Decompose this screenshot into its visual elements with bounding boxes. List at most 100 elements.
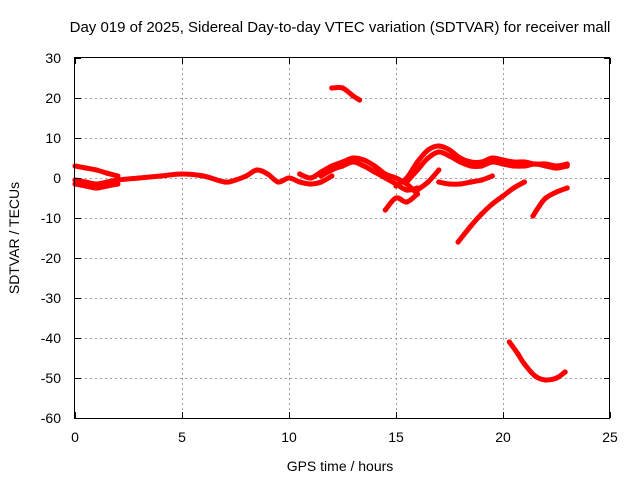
data-point <box>339 163 346 169</box>
data-point <box>543 195 549 201</box>
y-tick-label: 10 <box>45 130 61 146</box>
data-point <box>468 163 474 169</box>
data-point <box>372 163 378 169</box>
data-point <box>564 163 570 169</box>
data-point <box>414 187 420 193</box>
data-point <box>286 175 292 181</box>
data-point <box>318 179 324 185</box>
data-point <box>339 85 346 91</box>
data-point <box>511 163 517 169</box>
data-point <box>515 351 521 357</box>
data-point <box>350 155 356 161</box>
y-tick-label: -40 <box>41 330 61 346</box>
series-track-h <box>404 149 570 185</box>
data-point <box>350 159 356 165</box>
data-point <box>562 369 568 375</box>
data-point <box>104 170 110 176</box>
data-point <box>307 181 313 187</box>
data-point <box>489 201 495 207</box>
data-point <box>446 181 453 187</box>
x-tick-label: 25 <box>602 429 618 445</box>
x-tick-label: 20 <box>495 429 511 445</box>
data-point <box>468 179 474 185</box>
data-point <box>521 163 528 169</box>
series-track-l <box>455 179 527 245</box>
data-point <box>414 191 420 197</box>
y-tick-label: 0 <box>53 170 61 186</box>
series-track-m <box>530 185 570 219</box>
data-point <box>457 181 463 187</box>
data-point <box>479 163 485 169</box>
data-point <box>200 173 206 179</box>
data-point <box>93 167 99 173</box>
data-point <box>436 167 442 173</box>
data-point <box>329 173 335 179</box>
y-tick-label: 20 <box>45 90 61 106</box>
data-point <box>318 173 324 179</box>
data-point <box>265 171 271 177</box>
data-point <box>500 193 506 199</box>
grid <box>75 58 610 418</box>
plot-frame <box>74 57 610 419</box>
data-point <box>158 173 164 179</box>
x-tick-label: 5 <box>178 429 186 445</box>
x-tick-label: 15 <box>388 429 404 445</box>
y-tick-label: 30 <box>45 50 61 66</box>
data-point <box>489 155 495 161</box>
data-point <box>455 239 461 245</box>
data-point <box>446 153 453 159</box>
data-point <box>254 167 260 173</box>
x-tick-label: 10 <box>281 429 297 445</box>
data-point <box>179 171 185 177</box>
data-point <box>543 163 549 169</box>
data-point <box>297 171 303 177</box>
data-point <box>489 159 495 165</box>
x-tick-label: 0 <box>71 429 79 445</box>
data-point <box>532 373 538 379</box>
data-point <box>350 93 356 99</box>
data-point <box>511 159 517 165</box>
data-point <box>500 161 506 167</box>
data-point <box>372 169 378 175</box>
data-point <box>489 173 495 179</box>
data-point <box>307 175 313 181</box>
x-axis-label: GPS time / hours <box>287 458 394 474</box>
data-point <box>511 185 517 191</box>
data-point <box>425 179 431 185</box>
data-point <box>446 147 453 153</box>
y-tick-label: -20 <box>41 250 61 266</box>
data-point <box>115 173 121 179</box>
series-track-k <box>329 84 363 103</box>
data-point <box>404 187 410 193</box>
data-point <box>404 179 410 185</box>
data-point <box>115 181 121 187</box>
data-point <box>136 175 142 181</box>
data-point <box>506 339 512 345</box>
data-series <box>72 84 570 383</box>
data-point <box>530 213 536 219</box>
data-point <box>543 377 549 383</box>
axis-ticks: 0 5 10 15 20 25 -60 -50 -40 -30 -20 -10 0 10 20 30 <box>41 50 618 445</box>
y-tick-label: -30 <box>41 290 61 306</box>
data-point <box>329 167 335 173</box>
data-point <box>404 199 410 205</box>
data-point <box>468 223 474 229</box>
y-tick-label: -60 <box>41 410 61 426</box>
data-point <box>361 163 367 169</box>
data-point <box>393 195 399 201</box>
data-point <box>479 211 485 217</box>
data-point <box>93 181 99 187</box>
data-point <box>425 147 431 153</box>
data-point <box>436 143 442 149</box>
data-point <box>532 161 538 167</box>
data-point <box>521 179 528 185</box>
data-point <box>436 149 442 155</box>
data-point <box>414 159 420 165</box>
series-track-f <box>382 191 420 213</box>
data-point <box>564 185 570 191</box>
series-track-n <box>506 339 568 383</box>
data-point <box>357 97 363 103</box>
data-point <box>536 203 543 209</box>
data-point <box>297 179 303 185</box>
data-point <box>83 165 89 171</box>
